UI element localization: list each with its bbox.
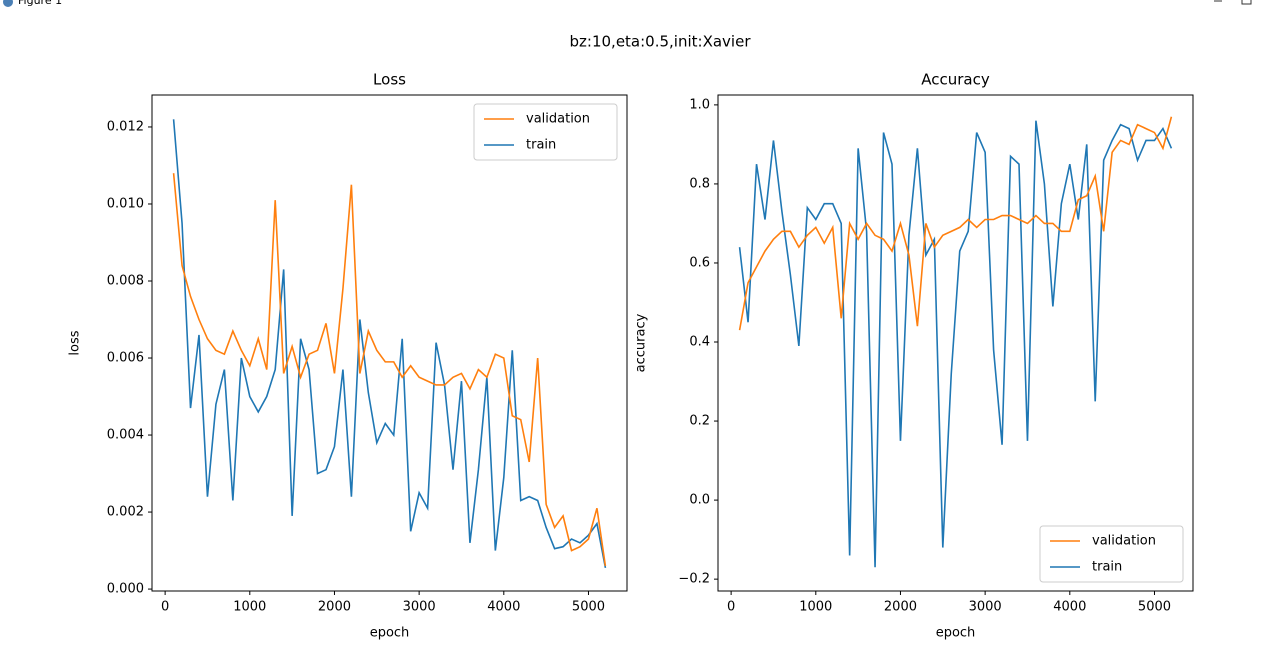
y-tick-label: 0.2 <box>689 414 710 429</box>
series-line <box>172 173 607 567</box>
legend-box <box>1039 525 1184 583</box>
series-line <box>172 119 607 569</box>
y-tick-label: 0.004 <box>107 428 144 443</box>
y-axis-label: loss <box>68 330 83 355</box>
x-tick-label: 1000 <box>233 600 266 615</box>
figure-suptitle: bz:10,eta:0.5,init:Xavier <box>570 33 752 51</box>
series-line <box>738 120 1173 568</box>
x-tick-label: 1000 <box>799 600 832 615</box>
axes-frame <box>717 94 1194 592</box>
y-tick-label: 0.6 <box>689 255 710 270</box>
chart-title: Loss <box>373 71 406 89</box>
x-tick-label: 0 <box>727 600 735 615</box>
axes-frame <box>151 94 628 592</box>
x-tick-label: 2000 <box>318 600 351 615</box>
y-axis-label: accuracy <box>634 313 649 372</box>
x-tick-label: 4000 <box>487 600 520 615</box>
x-axis-label: epoch <box>936 626 976 641</box>
y-tick-label: 0.8 <box>689 176 710 191</box>
legend-box <box>473 103 618 161</box>
y-tick-label: 0.008 <box>107 274 144 289</box>
legend-label: train <box>1092 560 1122 575</box>
maximize-button[interactable] <box>1241 0 1252 5</box>
x-tick-label: 4000 <box>1053 600 1086 615</box>
y-tick-label: 0.4 <box>689 335 710 350</box>
y-tick-label: 0.010 <box>107 196 144 211</box>
y-tick-label: 0.0 <box>689 493 710 508</box>
y-tick-label: 0.000 <box>107 582 144 597</box>
chart-title: Accuracy <box>921 71 990 89</box>
y-tick-label: 0.012 <box>107 119 144 134</box>
legend-label: train <box>526 138 556 153</box>
x-tick-label: 5000 <box>572 600 605 615</box>
x-tick-label: 5000 <box>1138 600 1171 615</box>
x-axis-label: epoch <box>370 626 410 641</box>
y-tick-label: −0.2 <box>678 572 710 587</box>
x-tick-label: 0 <box>161 600 169 615</box>
y-tick-label: 0.002 <box>107 505 144 520</box>
series-line <box>738 116 1173 331</box>
legend-label: validation <box>526 112 590 127</box>
window-icon <box>3 0 13 7</box>
window-title: Figure 1 <box>18 0 62 7</box>
y-tick-label: 0.006 <box>107 351 144 366</box>
x-tick-label: 2000 <box>884 600 917 615</box>
legend-label: validation <box>1092 534 1156 549</box>
y-tick-label: 1.0 <box>689 97 710 112</box>
x-tick-label: 3000 <box>403 600 436 615</box>
x-tick-label: 3000 <box>969 600 1002 615</box>
